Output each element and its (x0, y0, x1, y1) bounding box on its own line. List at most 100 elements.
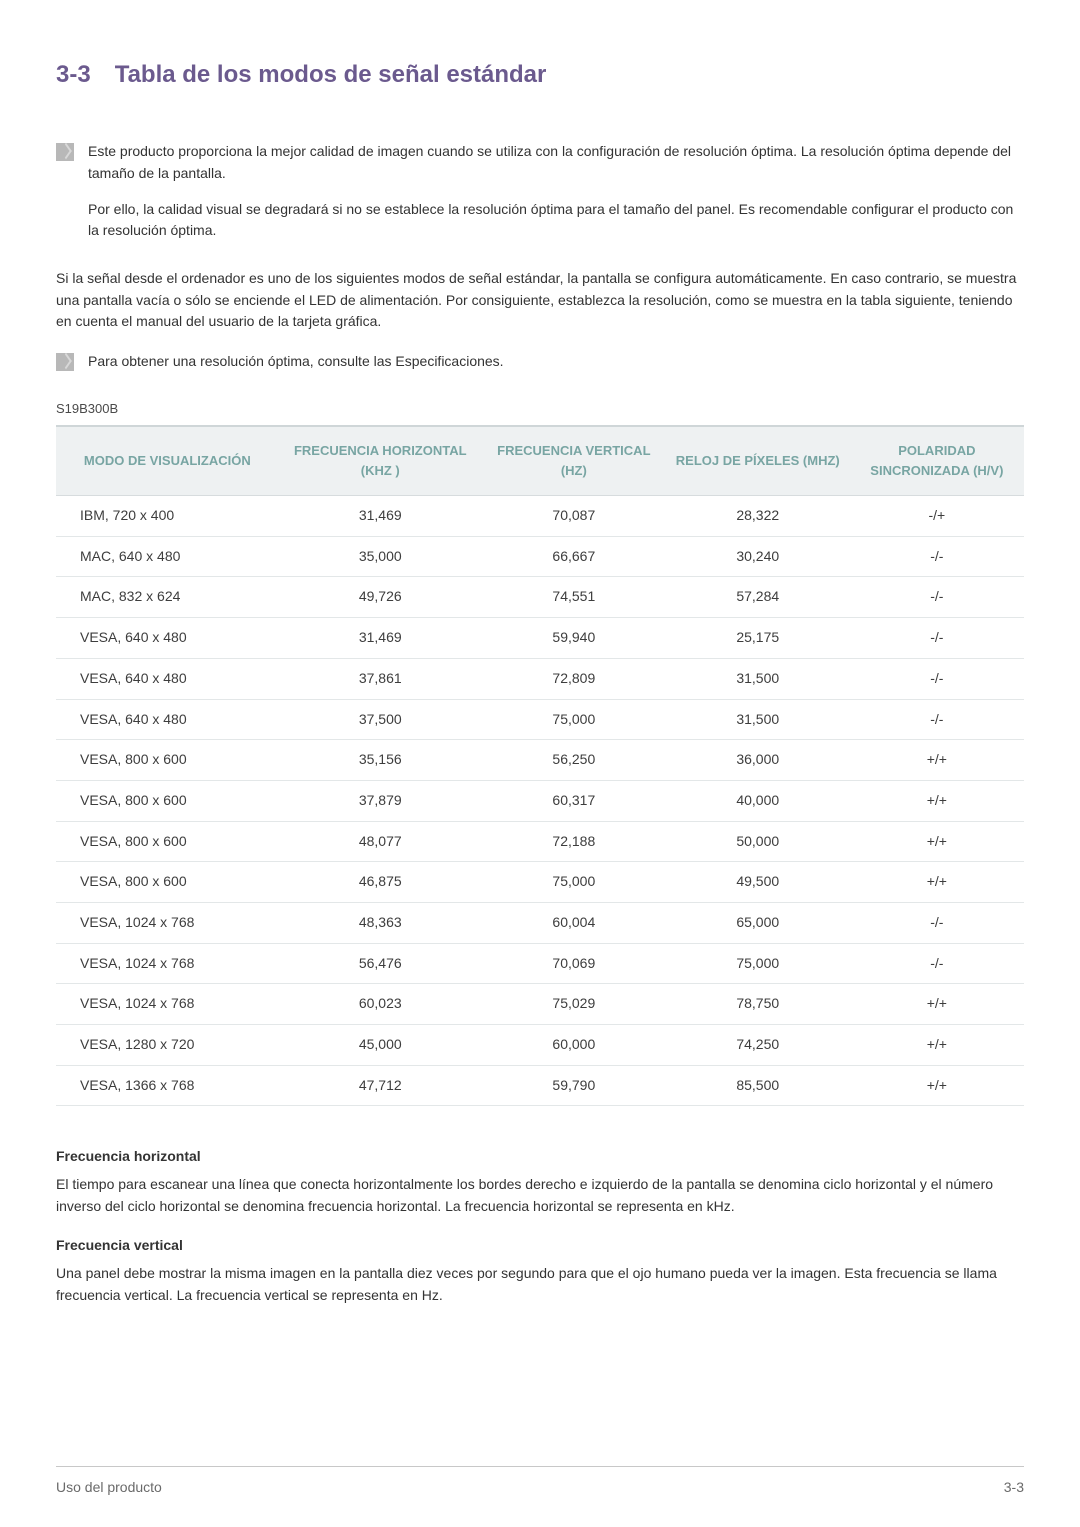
table-cell: VESA, 800 x 600 (56, 862, 279, 903)
note2-text: Para obtener una resolución óptima, cons… (88, 351, 504, 373)
table-cell: 37,500 (279, 699, 482, 740)
table-cell: +/+ (850, 1065, 1024, 1106)
table-cell: 31,469 (279, 496, 482, 537)
table-cell: 85,500 (666, 1065, 850, 1106)
table-row: VESA, 1366 x 76847,71259,79085,500+/+ (56, 1065, 1024, 1106)
note1-p1: Este producto proporciona la mejor calid… (88, 141, 1024, 184)
table-row: VESA, 640 x 48031,46959,94025,175-/- (56, 618, 1024, 659)
table-cell: VESA, 640 x 480 (56, 658, 279, 699)
section-heading: 3-3 Tabla de los modos de señal estándar (56, 56, 1024, 93)
table-cell: VESA, 1366 x 768 (56, 1065, 279, 1106)
table-row: MAC, 832 x 62449,72674,55157,284-/- (56, 577, 1024, 618)
table-cell: 75,000 (666, 943, 850, 984)
table-cell: 28,322 (666, 496, 850, 537)
table-cell: VESA, 800 x 600 (56, 740, 279, 781)
table-row: VESA, 800 x 60048,07772,18850,000+/+ (56, 821, 1024, 862)
note1-p2: Por ello, la calidad visual se degradará… (88, 199, 1024, 242)
table-row: VESA, 1280 x 72045,00060,00074,250+/+ (56, 1025, 1024, 1066)
table-cell: 60,023 (279, 984, 482, 1025)
table-header-cell: FRECUENCIA HORIZONTAL (KHZ ) (279, 426, 482, 496)
table-cell: 35,000 (279, 536, 482, 577)
table-cell: 72,809 (482, 658, 666, 699)
table-header-cell: RELOJ DE PÍXELES (MHZ) (666, 426, 850, 496)
signal-modes-table: MODO DE VISUALIZACIÓNFRECUENCIA HORIZONT… (56, 425, 1024, 1107)
table-cell: VESA, 1024 x 768 (56, 984, 279, 1025)
table-header-cell: MODO DE VISUALIZACIÓN (56, 426, 279, 496)
table-header-cell: FRECUENCIA VERTICAL (HZ) (482, 426, 666, 496)
table-row: VESA, 800 x 60046,87575,00049,500+/+ (56, 862, 1024, 903)
page-footer: Uso del producto 3-3 (56, 1466, 1024, 1499)
table-cell: 56,250 (482, 740, 666, 781)
table-cell: 36,000 (666, 740, 850, 781)
table-header-row: MODO DE VISUALIZACIÓNFRECUENCIA HORIZONT… (56, 426, 1024, 496)
table-cell: -/- (850, 658, 1024, 699)
table-cell: VESA, 800 x 600 (56, 780, 279, 821)
table-cell: 66,667 (482, 536, 666, 577)
section-number: 3-3 (56, 56, 91, 93)
table-cell: -/+ (850, 496, 1024, 537)
table-cell: 72,188 (482, 821, 666, 862)
note-icon (56, 353, 74, 371)
table-cell: 59,940 (482, 618, 666, 659)
table-cell: +/+ (850, 780, 1024, 821)
table-cell: 30,240 (666, 536, 850, 577)
table-cell: -/- (850, 618, 1024, 659)
table-cell: +/+ (850, 984, 1024, 1025)
table-cell: 25,175 (666, 618, 850, 659)
table-cell: MAC, 640 x 480 (56, 536, 279, 577)
table-row: VESA, 1024 x 76848,36360,00465,000-/- (56, 902, 1024, 943)
table-cell: -/- (850, 577, 1024, 618)
table-row: IBM, 720 x 40031,46970,08728,322-/+ (56, 496, 1024, 537)
definition-term-horizontal: Frecuencia horizontal (56, 1146, 1024, 1168)
table-cell: 35,156 (279, 740, 482, 781)
table-cell: 48,077 (279, 821, 482, 862)
footer-left: Uso del producto (56, 1477, 162, 1499)
definition-text-vertical: Una panel debe mostrar la misma imagen e… (56, 1263, 1024, 1306)
footer-right: 3-3 (1004, 1477, 1024, 1499)
table-cell: 70,069 (482, 943, 666, 984)
table-cell: 78,750 (666, 984, 850, 1025)
table-cell: 70,087 (482, 496, 666, 537)
definition-text-horizontal: El tiempo para escanear una línea que co… (56, 1174, 1024, 1217)
table-cell: VESA, 1024 x 768 (56, 943, 279, 984)
table-cell: 31,500 (666, 699, 850, 740)
table-cell: VESA, 1024 x 768 (56, 902, 279, 943)
table-cell: 60,004 (482, 902, 666, 943)
table-cell: 49,500 (666, 862, 850, 903)
table-row: VESA, 800 x 60035,15656,25036,000+/+ (56, 740, 1024, 781)
table-cell: 37,861 (279, 658, 482, 699)
table-cell: 60,000 (482, 1025, 666, 1066)
table-cell: 75,029 (482, 984, 666, 1025)
table-cell: 74,551 (482, 577, 666, 618)
table-cell: VESA, 1280 x 720 (56, 1025, 279, 1066)
table-cell: IBM, 720 x 400 (56, 496, 279, 537)
table-cell: 59,790 (482, 1065, 666, 1106)
table-row: VESA, 800 x 60037,87960,31740,000+/+ (56, 780, 1024, 821)
table-row: VESA, 640 x 48037,86172,80931,500-/- (56, 658, 1024, 699)
table-cell: VESA, 640 x 480 (56, 699, 279, 740)
table-cell: +/+ (850, 1025, 1024, 1066)
table-head: MODO DE VISUALIZACIÓNFRECUENCIA HORIZONT… (56, 426, 1024, 496)
definition-term-vertical: Frecuencia vertical (56, 1235, 1024, 1257)
model-label: S19B300B (56, 399, 1024, 419)
note-body: Este producto proporciona la mejor calid… (88, 141, 1024, 256)
table-body: IBM, 720 x 40031,46970,08728,322-/+MAC, … (56, 496, 1024, 1106)
table-cell: VESA, 800 x 600 (56, 821, 279, 862)
table-cell: -/- (850, 536, 1024, 577)
table-cell: 40,000 (666, 780, 850, 821)
table-cell: -/- (850, 902, 1024, 943)
note-icon (56, 143, 74, 161)
note-body: Para obtener una resolución óptima, cons… (88, 351, 504, 387)
table-row: VESA, 1024 x 76860,02375,02978,750+/+ (56, 984, 1024, 1025)
table-cell: 75,000 (482, 862, 666, 903)
table-cell: 31,500 (666, 658, 850, 699)
body-paragraph: Si la señal desde el ordenador es uno de… (56, 268, 1024, 333)
table-cell: 56,476 (279, 943, 482, 984)
table-cell: +/+ (850, 740, 1024, 781)
table-header-cell: POLARIDAD SINCRONIZADA (H/V) (850, 426, 1024, 496)
table-cell: 49,726 (279, 577, 482, 618)
table-cell: 75,000 (482, 699, 666, 740)
page: 3-3 Tabla de los modos de señal estándar… (0, 0, 1080, 1527)
table-cell: 57,284 (666, 577, 850, 618)
table-cell: 31,469 (279, 618, 482, 659)
